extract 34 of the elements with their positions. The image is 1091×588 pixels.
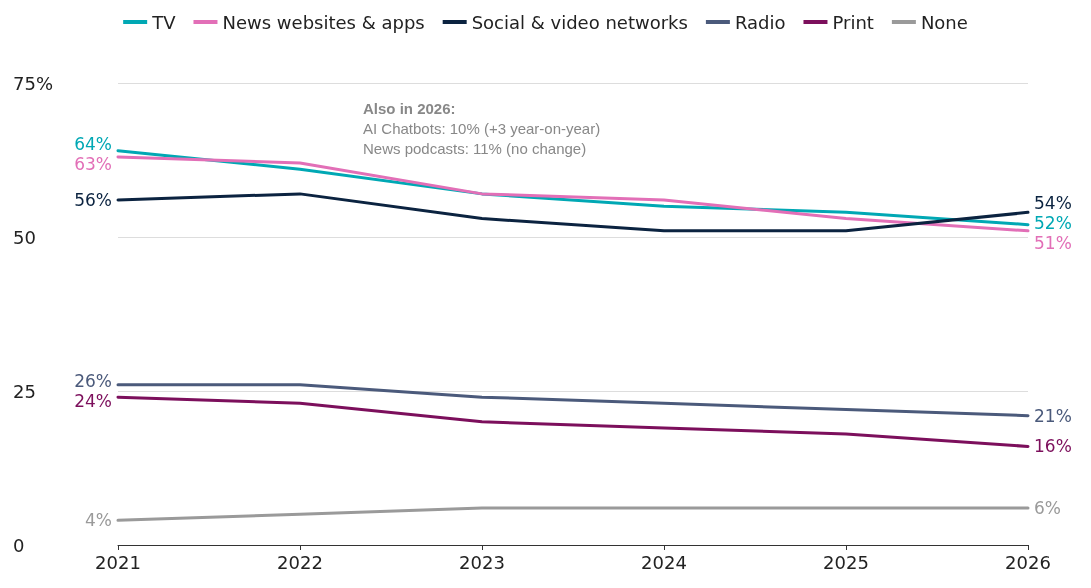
data-label: 54% <box>1034 192 1072 213</box>
x-tick-label: 2021 <box>95 551 141 573</box>
data-label: 52% <box>1034 212 1072 233</box>
data-label: 64% <box>74 133 112 154</box>
annotation: AI Chatbots: 10% (+3 year-on-year) <box>363 120 601 137</box>
line-series <box>116 383 1030 418</box>
y-tick-label: 75% <box>13 72 54 94</box>
legend-label: Print <box>832 11 874 33</box>
y-tick-label: 50 <box>13 226 36 248</box>
data-label: 4% <box>85 510 112 531</box>
y-tick-label: 25 <box>13 380 36 402</box>
data-label: 6% <box>1034 498 1061 519</box>
legend-label: TV <box>151 11 177 33</box>
y-tick-label: 0 <box>13 534 25 556</box>
annotation: Also in 2026: <box>363 100 456 117</box>
legend-label: Radio <box>734 11 786 33</box>
data-label: 26% <box>74 371 112 391</box>
data-label: 24% <box>74 391 112 411</box>
x-tick-label: 2026 <box>1005 551 1051 573</box>
line-series <box>116 395 1030 448</box>
legend-label: Social & video networks <box>471 11 688 33</box>
x-tick-label: 2022 <box>277 551 323 573</box>
legend-label: None <box>920 11 968 33</box>
line-series <box>116 192 1030 233</box>
x-tick-label: 2023 <box>459 551 505 573</box>
data-label: 56% <box>74 190 112 211</box>
data-label: 63% <box>74 153 112 174</box>
data-label: 21% <box>1034 405 1072 426</box>
x-tick-label: 2024 <box>641 551 687 573</box>
data-label: 16% <box>1034 436 1072 457</box>
data-label: 51% <box>1034 232 1072 253</box>
x-tick-label: 2025 <box>823 551 869 573</box>
legend-label: News websites & apps <box>222 11 425 33</box>
annotation: News podcasts: 11% (no change) <box>363 140 587 157</box>
